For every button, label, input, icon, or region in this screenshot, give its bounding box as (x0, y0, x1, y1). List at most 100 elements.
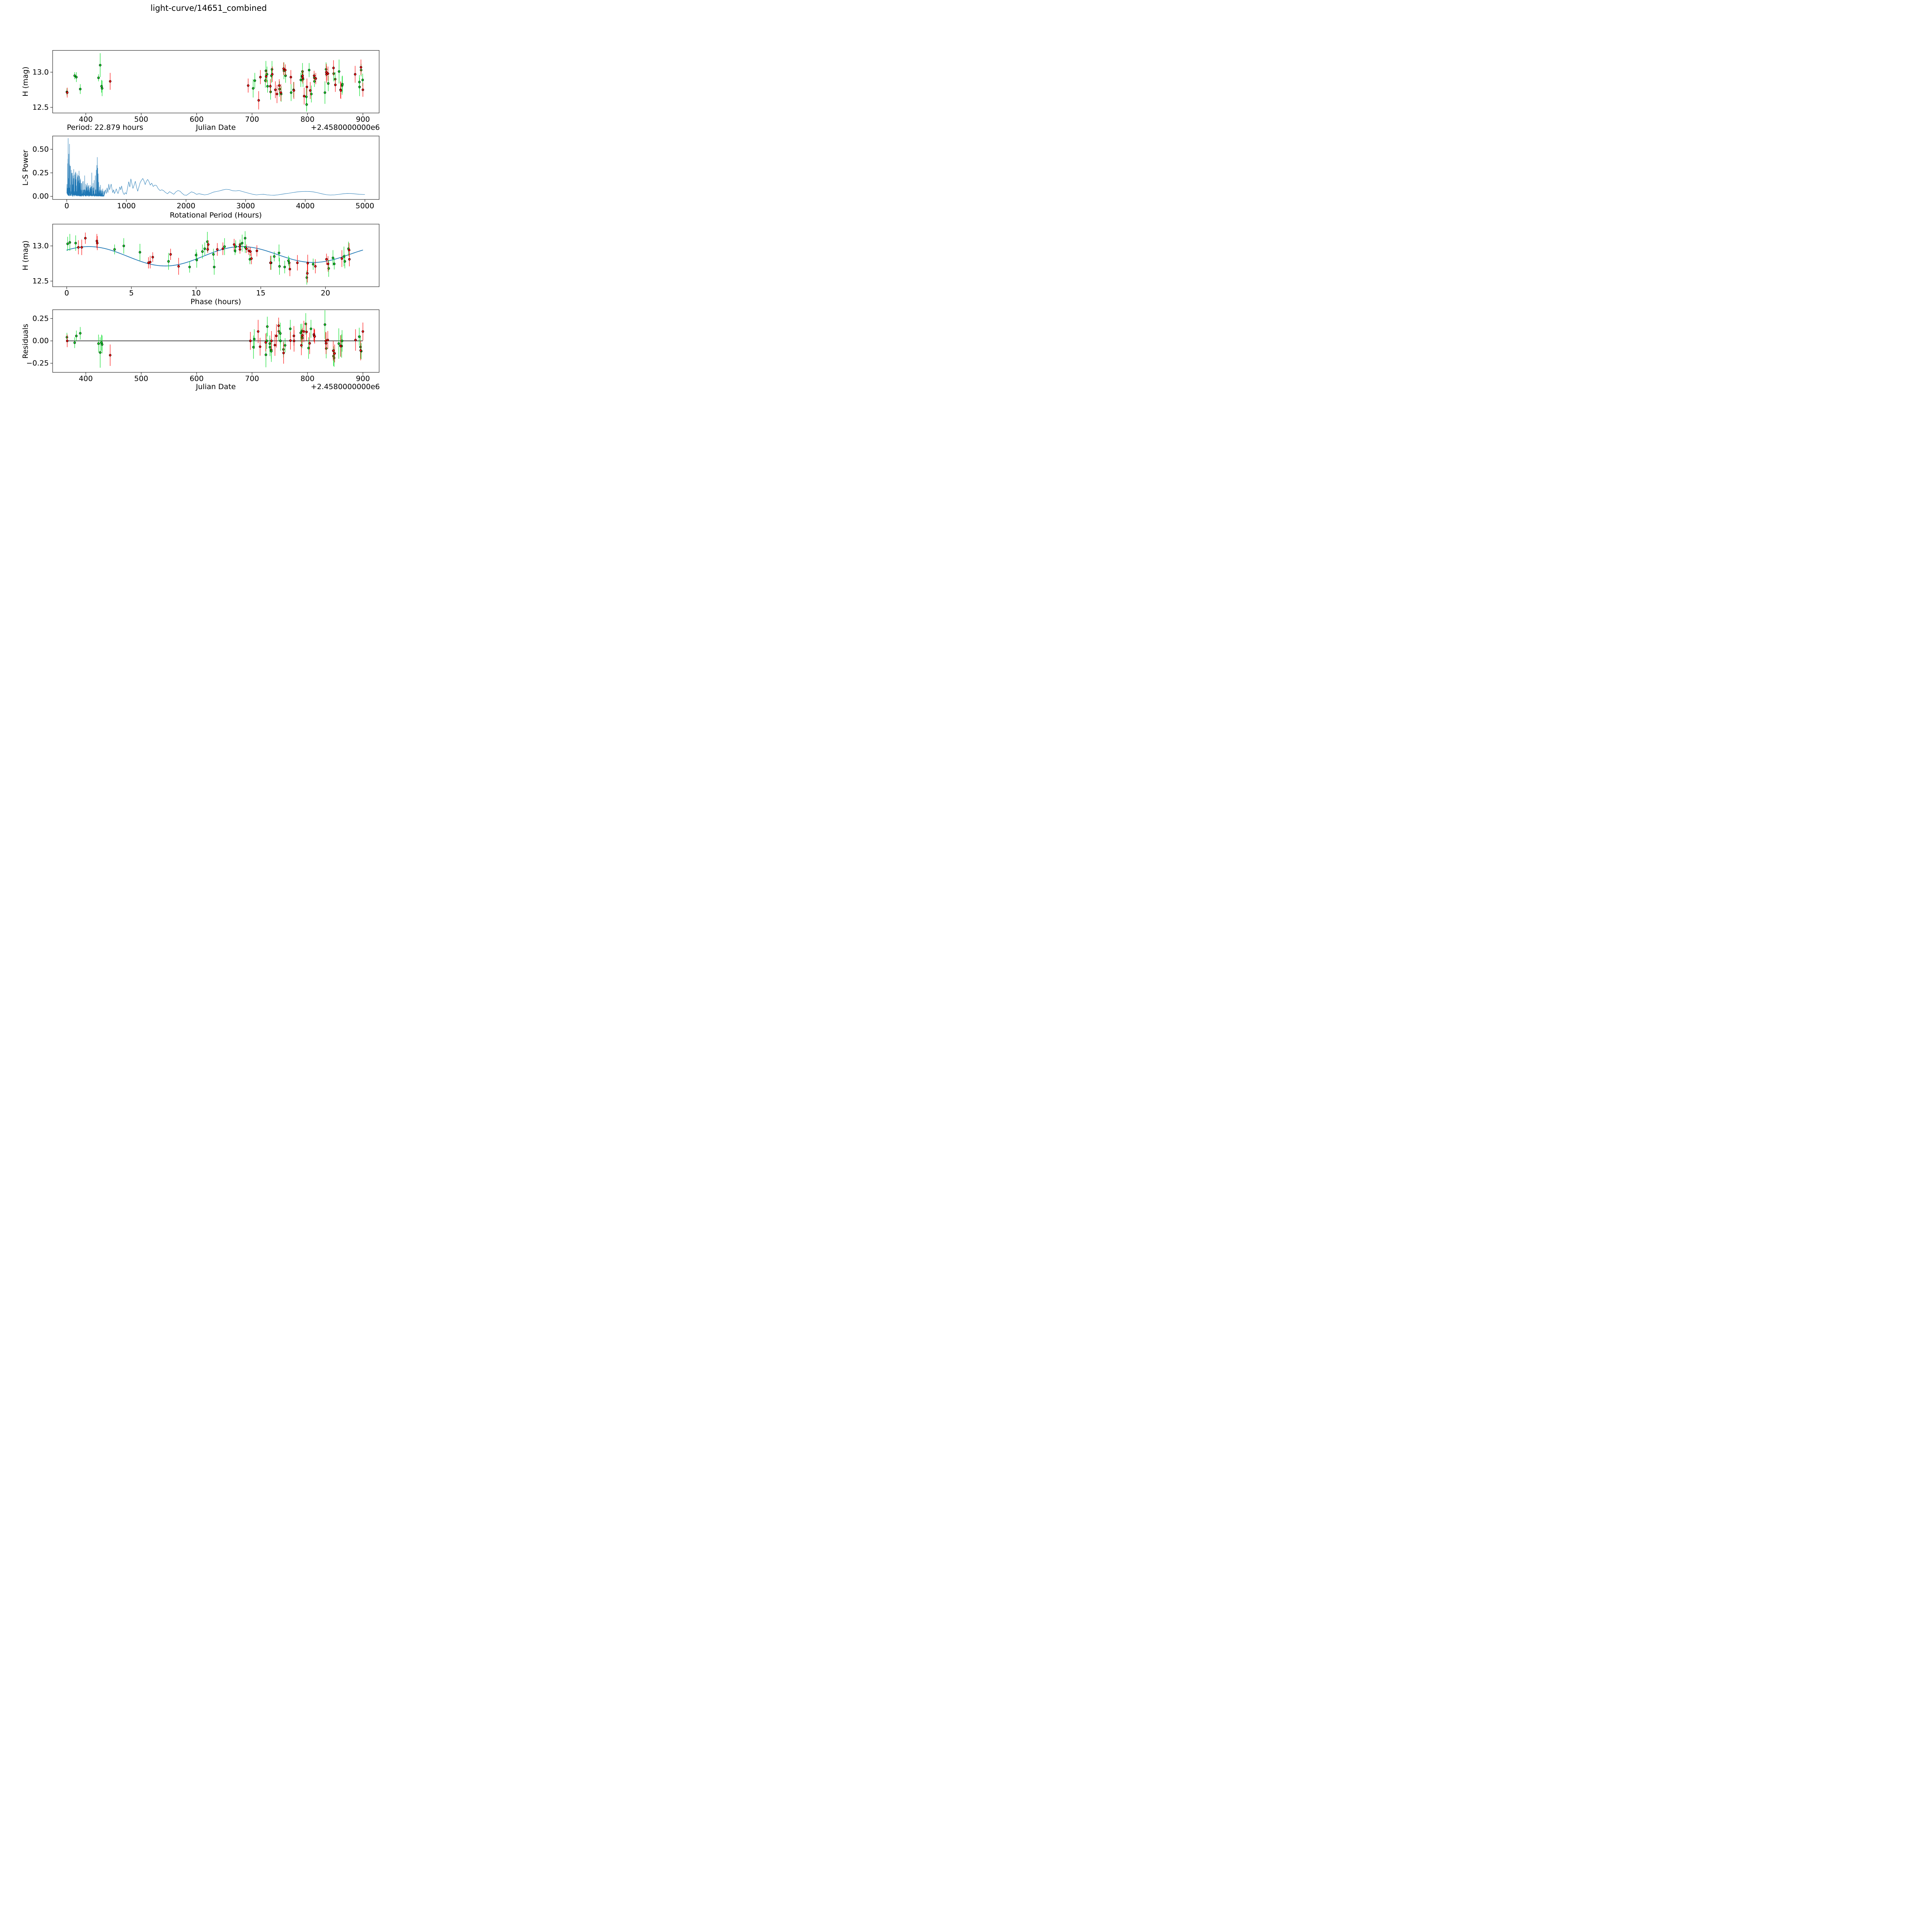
data-point (122, 245, 125, 247)
panel4-axis-offset: +2.4580000000e6 (311, 383, 380, 391)
data-point (310, 93, 313, 95)
data-point (327, 262, 330, 265)
panel3-xlabel: Phase (hours) (190, 298, 241, 306)
data-point (96, 242, 99, 245)
data-point (348, 258, 351, 261)
data-point (234, 249, 236, 252)
data-point (293, 340, 296, 342)
data-point (233, 243, 236, 246)
panel-2-periodogram: 0 1000 2000 3000 4000 5000 0.00 0.25 0.50 (32, 136, 379, 210)
x-tick-label: 500 (134, 115, 148, 124)
x-tick-label: 600 (190, 115, 204, 124)
plots-canvas: 400 500 600 700 800 900 12.5 13.0 0 1000 2000 3000 4… (26, 50, 379, 383)
data-point (310, 327, 312, 330)
data-point (264, 70, 267, 72)
light-curve-figure: light-curve/14651_combined H (mag) L-S P… (0, 0, 417, 417)
x-tick-label: 20 (321, 289, 330, 298)
data-point (221, 247, 224, 250)
model-fit-curve (66, 246, 363, 267)
data-point (75, 76, 78, 78)
data-point (312, 263, 315, 265)
x-tick-label: 10 (191, 289, 201, 298)
red-observations-series (66, 60, 364, 110)
data-point (259, 76, 262, 78)
x-tick-label: 900 (356, 115, 370, 124)
y-tick-label: 0.00 (32, 192, 49, 201)
data-point (301, 77, 304, 79)
data-point (332, 349, 335, 352)
data-point (257, 330, 260, 333)
data-point (306, 85, 308, 88)
y-tick-label: 0.00 (32, 337, 49, 345)
data-point (169, 253, 172, 256)
periodogram-curve (66, 138, 365, 197)
data-point (313, 80, 316, 83)
data-point (253, 338, 256, 340)
panel4-xlabel: Julian Date (196, 383, 236, 391)
data-point (206, 248, 209, 251)
data-point (337, 342, 340, 345)
data-point (309, 89, 312, 92)
x-tick-label: 15 (256, 289, 265, 298)
panel-4-residual: 400 500 600 700 800 900 −0.25 0.00 0.25 (26, 310, 379, 383)
data-point (278, 88, 281, 90)
data-point (348, 249, 350, 252)
data-point (276, 93, 279, 95)
data-point (66, 91, 69, 94)
data-point (282, 67, 285, 70)
data-point (270, 68, 274, 71)
data-point (284, 344, 286, 347)
data-point (257, 99, 260, 102)
data-point (301, 334, 304, 337)
data-point (325, 68, 327, 71)
axes-frame (52, 136, 379, 200)
x-tick-label: 4000 (296, 202, 315, 210)
data-point (203, 247, 206, 250)
data-point (327, 82, 330, 85)
data-point (308, 342, 311, 345)
data-point (77, 246, 80, 249)
data-point (195, 253, 197, 257)
data-point (250, 257, 253, 260)
data-point (80, 246, 83, 249)
data-point (361, 78, 364, 82)
data-point (241, 242, 243, 245)
data-point (325, 342, 327, 345)
data-point (275, 335, 278, 337)
data-point (325, 258, 328, 261)
data-point (113, 248, 116, 251)
data-point (327, 338, 329, 342)
data-point (66, 336, 68, 339)
red-residuals-series (66, 317, 364, 366)
data-point (314, 265, 317, 268)
data-point (252, 346, 255, 349)
data-point (289, 268, 291, 270)
data-point (279, 332, 282, 335)
data-point (308, 69, 311, 71)
data-point (299, 78, 302, 82)
data-point (296, 261, 299, 264)
data-point (207, 243, 210, 246)
data-point (333, 352, 336, 355)
data-point (313, 74, 316, 77)
data-point (361, 330, 364, 333)
data-point (99, 351, 102, 354)
data-point (66, 340, 69, 342)
data-point (287, 259, 290, 262)
data-point (139, 251, 141, 253)
data-point (361, 88, 364, 91)
x-tick-label: 400 (79, 115, 93, 124)
data-point (97, 77, 100, 79)
panel1-xlabel: Julian Date (196, 123, 236, 132)
data-point (151, 256, 154, 259)
data-point (264, 353, 267, 356)
data-point (252, 87, 255, 90)
x-tick-label: 500 (134, 374, 148, 383)
data-point (265, 75, 268, 78)
data-point (354, 73, 357, 76)
data-point (247, 84, 250, 87)
red-observations-series (77, 232, 351, 283)
data-point (305, 103, 308, 106)
x-tick-label: 3000 (236, 202, 255, 210)
panel2-xlabel: Rotational Period (Hours) (170, 211, 262, 219)
